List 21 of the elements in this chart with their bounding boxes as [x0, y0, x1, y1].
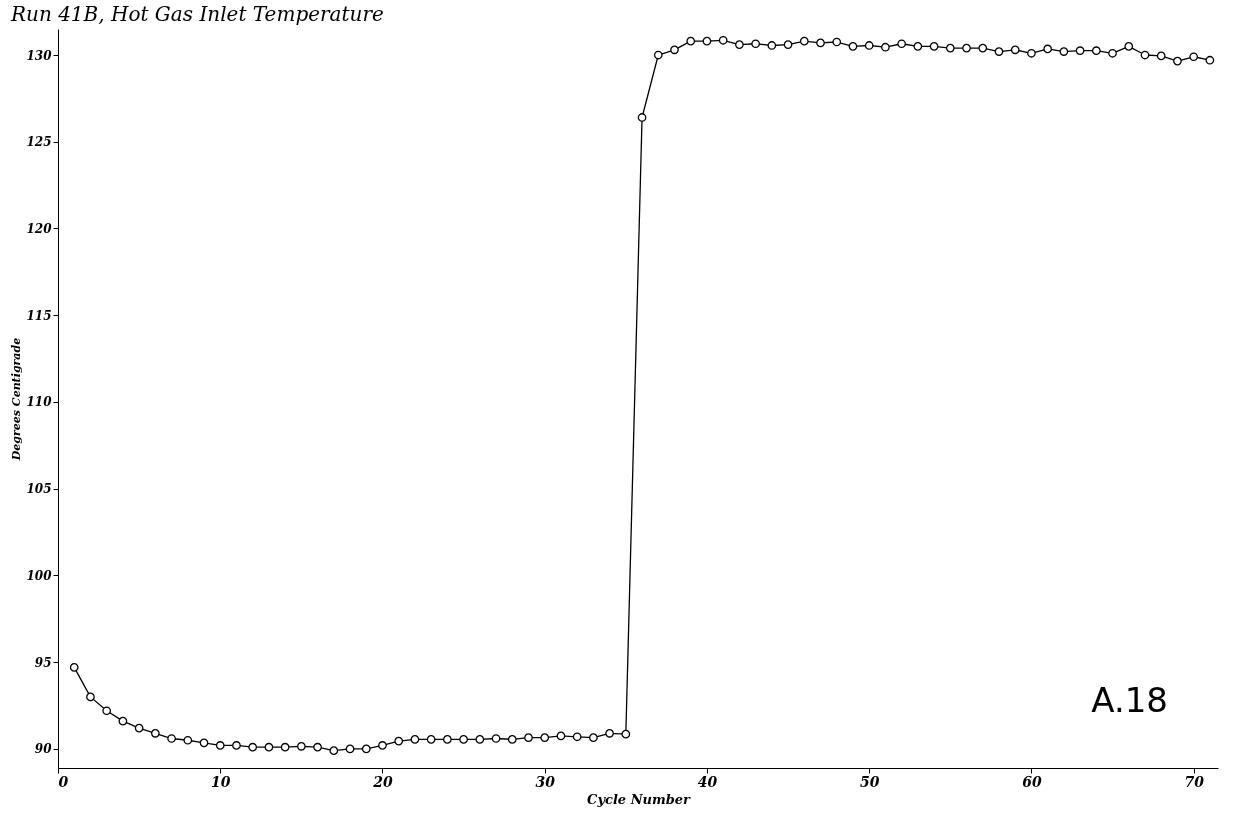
annotation: A.18: [1091, 680, 1168, 720]
y-tick-label: 125: [26, 135, 52, 150]
x-tick-label: 70: [1184, 773, 1205, 790]
y-axis-title: Degrees Centigrade: [10, 337, 24, 462]
x-axis-title: Cycle Number: [587, 791, 692, 807]
x-tick-label: 20: [372, 773, 393, 790]
y-tick-label: 110: [26, 395, 53, 410]
x-tick-label: 30: [535, 773, 556, 790]
x-tick-label: 0: [58, 773, 69, 790]
y-tick-label: 90: [34, 742, 53, 757]
x-tick-label: 60: [1022, 773, 1042, 790]
chart-title: Run 41B, Hot Gas Inlet Temperature: [9, 2, 384, 26]
y-tick-label: 130: [26, 48, 53, 63]
y-tick-label: 100: [26, 568, 53, 583]
y-tick-label: 120: [26, 222, 53, 236]
y-tick-label: 95: [34, 655, 52, 670]
x-tick-label: 50: [859, 773, 880, 790]
y-tick-label: 105: [26, 482, 52, 497]
x-tick-label: 40: [697, 773, 718, 790]
x-tick-label: 10: [211, 773, 231, 790]
y-tick-label: 115: [26, 308, 52, 323]
